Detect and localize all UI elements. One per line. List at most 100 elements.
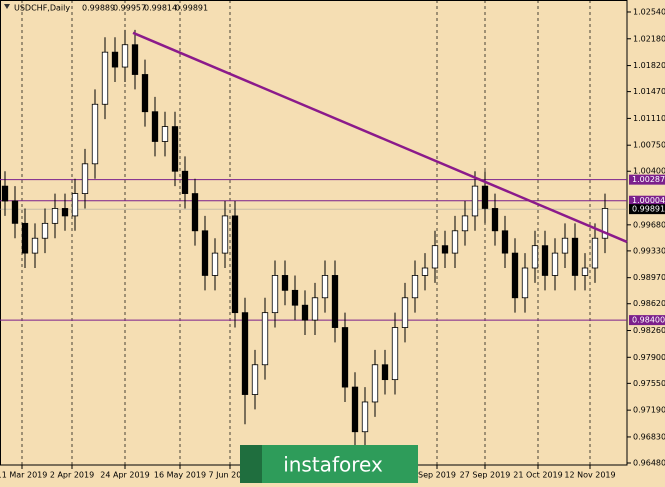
- candle-body: [91, 103, 99, 165]
- last-low: 0.99814: [144, 4, 177, 13]
- candle-body: [211, 252, 219, 276]
- candle-body: [401, 297, 409, 328]
- y-tick-label: 1.00750: [633, 141, 665, 150]
- candle-body: [471, 185, 479, 217]
- y-tick-label: 0.98260: [633, 326, 665, 335]
- candle-body: [231, 215, 239, 314]
- candle-body: [51, 208, 59, 224]
- candle-body: [371, 364, 379, 403]
- x-tick-label: 2 Apr 2019: [50, 471, 94, 480]
- x-tick-label: Sep 2019: [418, 471, 456, 480]
- last-high: 0.99957: [113, 4, 146, 13]
- candle-body: [101, 51, 109, 105]
- candle-body: [271, 275, 279, 314]
- x-tick-label: 21 Oct 2019: [513, 471, 562, 480]
- trendline: [132, 31, 628, 244]
- candle-body: [1, 185, 9, 202]
- y-tick-label: 1.02180: [633, 34, 665, 43]
- candle-body: [321, 275, 329, 299]
- candle-body: [551, 252, 559, 276]
- chart-title: USDCHF,Daily: [14, 4, 70, 13]
- candle-body: [381, 364, 389, 381]
- candle-body: [131, 44, 139, 75]
- candle-body: [391, 327, 399, 381]
- candle-body: [151, 111, 159, 142]
- last-open: 0.99889: [82, 4, 115, 13]
- y-tick-label: 1.00400: [633, 167, 665, 176]
- candle-body: [441, 245, 449, 254]
- x-tick-label: 12 Nov 2019: [564, 471, 615, 480]
- candle-body: [541, 245, 549, 276]
- candle-body: [111, 51, 119, 68]
- candle-body: [121, 44, 129, 68]
- level-label-box: [629, 195, 665, 206]
- last-close: 0.99891: [175, 4, 208, 13]
- symbol-arrow: [4, 4, 10, 9]
- y-tick-label: 0.97550: [633, 379, 665, 388]
- candle-body: [71, 193, 79, 217]
- candle-body: [181, 170, 189, 194]
- y-tick-label: 0.97900: [633, 353, 665, 362]
- candle-body: [341, 327, 349, 388]
- bid-label-box: [629, 204, 665, 215]
- candle-body: [461, 215, 469, 232]
- candle-body: [581, 267, 589, 276]
- x-tick-label: 16 May 2019: [154, 471, 206, 480]
- candle-body: [31, 237, 39, 254]
- candle-body: [191, 193, 199, 232]
- candle-body: [41, 222, 49, 239]
- candle-body: [511, 252, 519, 299]
- candle-body: [11, 200, 19, 224]
- x-tick-label: 7 Jun 2019: [208, 471, 251, 480]
- candle-body: [301, 304, 309, 321]
- y-tick-label: 0.99680: [633, 220, 665, 229]
- candle-body: [221, 215, 229, 254]
- candle-body: [21, 222, 29, 254]
- y-tick-label: 0.96830: [633, 432, 665, 441]
- candle-body: [281, 275, 289, 291]
- y-tick-label: 0.96480: [633, 458, 665, 467]
- candle-body: [571, 237, 579, 276]
- candle-body: [201, 230, 209, 276]
- candle-body: [501, 230, 509, 254]
- y-tick-label: 1.02540: [633, 7, 665, 16]
- bid-label: 0.99891: [632, 205, 665, 214]
- candle-body: [421, 267, 429, 276]
- y-tick-label: 1.01470: [633, 87, 665, 96]
- level-label: 0.98400: [632, 316, 665, 325]
- y-tick-label: 0.99330: [633, 246, 665, 255]
- level-label-box: [629, 174, 665, 185]
- candle-body: [591, 237, 599, 269]
- watermark-box: [240, 445, 418, 483]
- level-label-box: [629, 315, 665, 326]
- candle-body: [481, 185, 489, 209]
- x-tick-label: 27 Sep 2019: [460, 471, 511, 480]
- candle-body: [521, 267, 529, 299]
- candle-body: [411, 275, 419, 299]
- candle-body: [351, 386, 359, 433]
- y-tick-label: 0.98970: [633, 273, 665, 282]
- x-tick-label: 11 Mar 2019: [0, 471, 47, 480]
- candle-body: [61, 208, 69, 217]
- candle-body: [141, 74, 149, 113]
- candle-body: [171, 126, 179, 172]
- level-label: 1.00004: [632, 196, 665, 205]
- candle-body: [291, 289, 299, 306]
- x-tick-label: 24 Apr 2019: [100, 471, 149, 480]
- y-tick-label: 0.98620: [633, 299, 665, 308]
- level-label: 1.00287: [632, 175, 665, 184]
- candle-body: [161, 126, 169, 142]
- y-tick-label: 1.01110: [633, 114, 665, 123]
- candle-body: [331, 275, 339, 328]
- candle-body: [361, 401, 369, 433]
- candle-body: [431, 245, 439, 269]
- candle-body: [311, 297, 319, 321]
- y-tick-label: 1.01820: [633, 61, 665, 70]
- candle-body: [531, 245, 539, 269]
- candle-body: [261, 312, 269, 366]
- candle-body: [451, 230, 459, 254]
- candle-body: [251, 364, 259, 395]
- candle-body: [241, 312, 249, 395]
